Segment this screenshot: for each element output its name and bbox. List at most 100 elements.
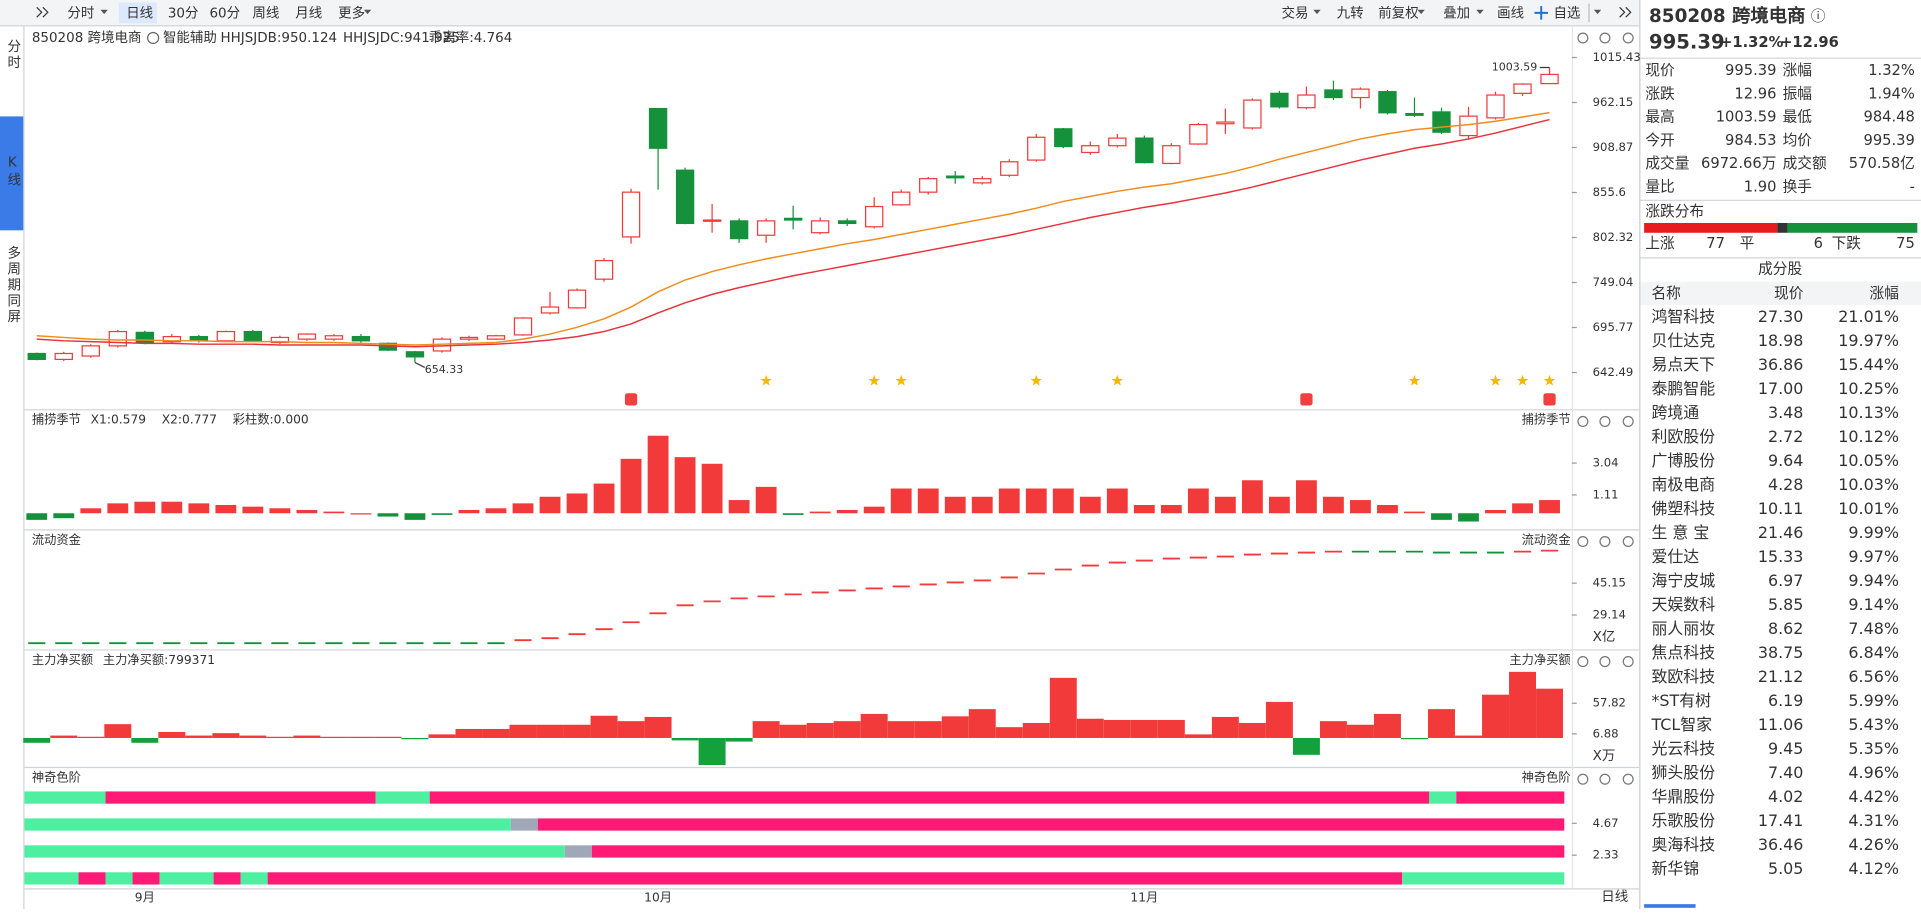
pane-icon[interactable] xyxy=(1577,32,1589,44)
toolbar-button[interactable]: 前复权 xyxy=(1378,4,1419,21)
pane-icon[interactable] xyxy=(1622,415,1634,427)
toolbar-button[interactable]: 自选 xyxy=(1553,5,1580,21)
stat-label: 最低 xyxy=(1783,109,1813,126)
table-cell: 38.75 xyxy=(1758,643,1804,662)
stock-name[interactable]: 丽人丽妆 xyxy=(1651,619,1715,638)
side-tab[interactable]: K线 xyxy=(4,154,21,188)
indicator-bar xyxy=(1160,505,1182,514)
toolbar-tab[interactable]: 月线 xyxy=(295,5,322,21)
dropdown-arrow[interactable] xyxy=(1476,9,1484,15)
indicator-bar xyxy=(998,488,1020,514)
candle-body xyxy=(1243,99,1262,129)
stock-name[interactable]: 华鼎股份 xyxy=(1651,787,1715,806)
stock-name[interactable]: 爱仕达 xyxy=(1651,547,1699,566)
candle-body xyxy=(243,330,263,342)
pane-icon[interactable] xyxy=(1599,535,1611,548)
pane-icon[interactable] xyxy=(1599,32,1611,44)
expand-icon[interactable] xyxy=(1619,6,1632,18)
table-cell: 17.41 xyxy=(1758,811,1804,830)
pane-icon[interactable] xyxy=(1577,656,1589,668)
stock-name[interactable]: 乐歌股份 xyxy=(1651,811,1715,830)
stock-name[interactable]: 鸿智科技 xyxy=(1651,307,1715,326)
stock-name[interactable]: 跨境通 xyxy=(1651,403,1699,422)
side-tab-active[interactable] xyxy=(0,116,24,231)
stat-value: 6972.66万 xyxy=(1701,155,1776,172)
period-label[interactable]: 日线 xyxy=(1601,889,1628,905)
stock-name[interactable]: 生 意 宝 xyxy=(1651,523,1709,542)
stock-name[interactable]: 广博股份 xyxy=(1651,451,1715,470)
info-icon[interactable]: ⓘ xyxy=(1811,8,1826,25)
stat-label: 现价 xyxy=(1645,62,1675,79)
toolbar-button[interactable]: 叠加 xyxy=(1443,5,1470,21)
stat-label: 成交量 xyxy=(1645,154,1689,172)
stock-name[interactable]: *ST有树 xyxy=(1651,691,1711,710)
toolbar-button[interactable]: 画线 xyxy=(1497,5,1524,21)
stock-name[interactable]: 贝仕达克 xyxy=(1651,331,1715,350)
indicator-bar xyxy=(1512,503,1533,514)
signal-star xyxy=(1408,374,1421,386)
candle-body xyxy=(486,335,506,340)
pane-icon[interactable] xyxy=(1599,773,1611,785)
indicator-bar xyxy=(323,511,345,514)
indicator-bar xyxy=(833,721,861,738)
pane-icon[interactable] xyxy=(1577,773,1589,785)
stock-name[interactable]: 光云科技 xyxy=(1651,739,1715,758)
color-band xyxy=(429,791,1430,804)
candle-body xyxy=(892,191,911,206)
dropdown-arrow[interactable] xyxy=(100,9,108,15)
stock-name[interactable]: 海宁皮城 xyxy=(1651,571,1715,590)
assist-label[interactable]: 智能辅助 xyxy=(163,30,217,46)
plus-icon[interactable] xyxy=(1534,6,1548,20)
table-cell: 21.12 xyxy=(1758,667,1804,686)
pane-icon[interactable] xyxy=(1577,415,1589,427)
toolbar-tab[interactable]: 周线 xyxy=(252,5,279,21)
candle-body xyxy=(1216,121,1235,125)
pane-icon[interactable] xyxy=(1622,773,1634,785)
tab-active[interactable] xyxy=(118,2,157,24)
collapse-icon[interactable] xyxy=(36,6,49,18)
dropdown-arrow[interactable] xyxy=(1593,9,1602,15)
stat-value: 995.39 xyxy=(1725,62,1776,79)
indicator-bar xyxy=(104,724,132,738)
stock-name[interactable]: TCL智家 xyxy=(1650,715,1712,734)
dropdown-arrow[interactable] xyxy=(363,9,372,15)
stock-name[interactable]: 泰鹏智能 xyxy=(1651,379,1715,398)
toolbar-tab[interactable]: 日线 xyxy=(126,5,153,21)
signal-badge xyxy=(1543,393,1556,406)
stock-name[interactable]: 焦点科技 xyxy=(1651,643,1715,662)
side-tab[interactable]: 分时 xyxy=(4,39,21,71)
stock-name[interactable]: 奥海科技 xyxy=(1651,835,1715,854)
stock-name[interactable]: 利欧股份 xyxy=(1651,427,1715,446)
stock-name[interactable]: 南极电商 xyxy=(1651,475,1715,494)
dropdown-arrow[interactable] xyxy=(1417,9,1425,15)
toolbar-button[interactable]: 交易 xyxy=(1281,4,1308,21)
stock-name[interactable]: 天娱数科 xyxy=(1651,595,1715,614)
pane-icon[interactable] xyxy=(1599,415,1611,427)
pane-icon[interactable] xyxy=(1599,656,1611,668)
toolbar-tab[interactable]: 60分 xyxy=(209,5,240,21)
indicator-bar xyxy=(1184,734,1212,738)
stock-name[interactable]: 易点天下 xyxy=(1651,355,1715,374)
indicator-bar xyxy=(1106,488,1128,514)
stock-name[interactable]: 狮头股份 xyxy=(1651,763,1715,782)
toolbar-tab[interactable]: 分时 xyxy=(67,5,94,21)
dropdown-arrow[interactable] xyxy=(1313,9,1321,15)
assist-icon[interactable] xyxy=(147,31,160,45)
toolbar xyxy=(0,0,1640,26)
stock-name[interactable]: 新华锦 xyxy=(1651,859,1699,878)
stock-name[interactable]: 致欧科技 xyxy=(1651,667,1715,686)
indicator-bar xyxy=(512,503,534,514)
low-label: 654.33 xyxy=(425,363,464,376)
pane-icon[interactable] xyxy=(1622,32,1634,44)
toolbar-tab[interactable]: 30分 xyxy=(168,5,199,21)
table-cell: 19.97% xyxy=(1838,331,1899,350)
toolbar-button[interactable]: 九转 xyxy=(1337,5,1364,21)
stock-name[interactable]: 佛塑科技 xyxy=(1651,499,1715,518)
side-tab[interactable]: 多周期同屏 xyxy=(4,245,21,326)
pane-icon[interactable] xyxy=(1622,535,1634,548)
pane-icon[interactable] xyxy=(1577,535,1589,548)
toolbar-tab[interactable]: 更多 xyxy=(338,4,365,21)
indicator-bar xyxy=(566,493,588,514)
table-cell: 6.97 xyxy=(1768,571,1803,590)
pane-icon[interactable] xyxy=(1622,656,1634,668)
